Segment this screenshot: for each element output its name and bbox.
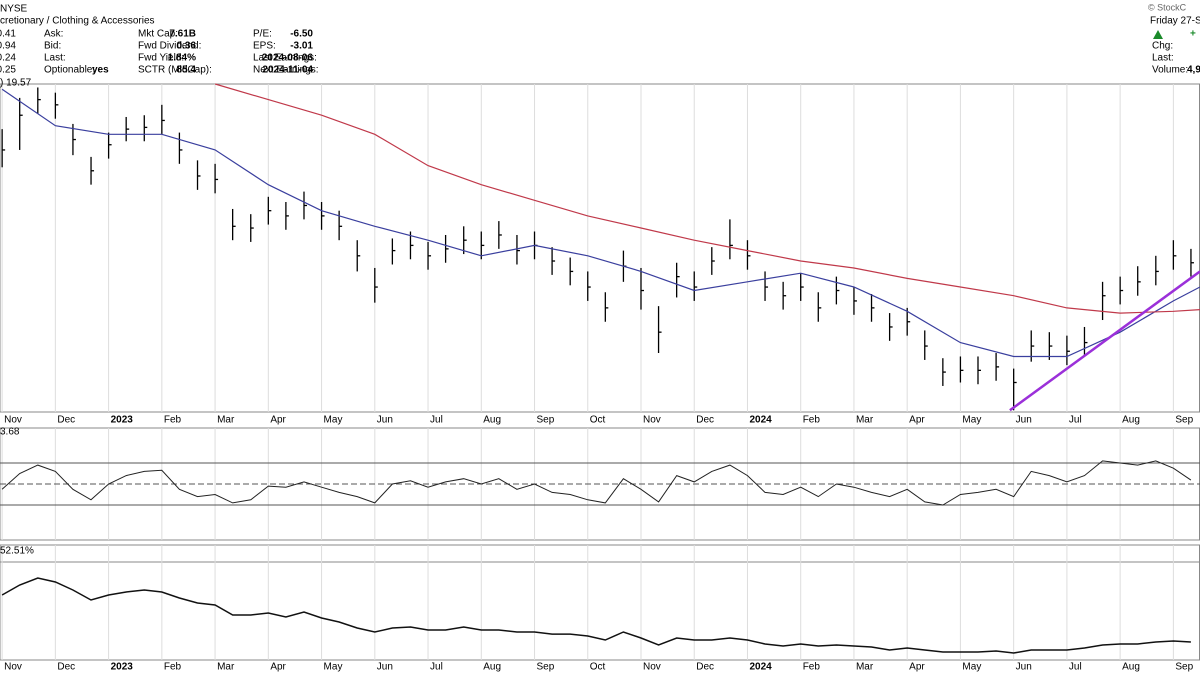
x-tick-label: Oct — [590, 415, 606, 426]
header-field: -6.50 — [290, 29, 313, 40]
x-tick-label: Apr — [909, 662, 925, 673]
x-tick-label: Nov — [643, 662, 661, 673]
header-field: Mkt Cap: — [138, 29, 178, 40]
x-tick-label: 2023 — [111, 415, 134, 426]
last-label: Last: — [1152, 53, 1174, 64]
x-tick-label: Sep — [1175, 415, 1193, 426]
header-field: Fwd Dividend: — [138, 41, 201, 52]
x-tick-label: Mar — [856, 662, 874, 673]
header-field: Bid: — [44, 41, 61, 52]
x-tick-label: Jun — [1016, 662, 1032, 673]
header-field: EPS: — [253, 41, 276, 52]
date: Friday 27-S — [1150, 16, 1200, 27]
x-tick-label: Jul — [1069, 662, 1082, 673]
x-tick-label: Mar — [217, 662, 235, 673]
overlay-line — [214, 83, 1200, 314]
x-tick-label: Feb — [164, 662, 182, 673]
x-tick-label: May — [324, 662, 343, 673]
relative-label: 52.51% — [0, 546, 34, 557]
x-tick-label: 2023 — [111, 662, 134, 673]
x-tick-label: Mar — [217, 415, 235, 426]
up-arrow — [1153, 30, 1163, 39]
x-tick-label: Jul — [430, 662, 443, 673]
chg-label: Chg: — [1152, 41, 1173, 52]
volume-value: 4,9 — [1187, 65, 1200, 76]
x-tick-label: Dec — [57, 662, 75, 673]
header-field: Fwd Yield: — [138, 53, 184, 64]
overlay-line — [1009, 270, 1200, 412]
header-field: Last: — [44, 53, 66, 64]
x-tick-label: 2024 — [749, 415, 772, 426]
header-field: -3.01 — [290, 41, 313, 52]
rsi-line — [1, 460, 1192, 506]
x-tick-label: Jun — [377, 662, 393, 673]
overlay-line — [1, 88, 1200, 358]
x-tick-label: Aug — [483, 415, 501, 426]
header-field: SCTR (MidCap): — [138, 65, 212, 76]
x-tick-label: Oct — [590, 662, 606, 673]
x-tick-label: Dec — [696, 662, 714, 673]
copyright: © StockC — [1148, 2, 1187, 12]
x-tick-label: Nov — [4, 662, 22, 673]
header-field: 0.41 — [0, 29, 16, 40]
header-field: Ask: — [44, 29, 63, 40]
header-field: 85.4 — [177, 65, 197, 76]
x-tick-label: Apr — [270, 415, 286, 426]
x-tick-label: May — [962, 662, 981, 673]
volume-label: Volume: — [1152, 65, 1188, 76]
x-tick-label: Aug — [1122, 662, 1140, 673]
x-tick-label: 2024 — [749, 662, 772, 673]
price-label: ) 19.57 — [0, 78, 32, 89]
header-field: 2024-08-06 — [262, 53, 314, 64]
header-field: yes — [92, 65, 109, 76]
header-field: 2024-11-04 — [262, 65, 313, 76]
x-tick-label: Feb — [803, 415, 821, 426]
relative-line — [1, 577, 1191, 654]
header-field: 0.25 — [0, 65, 16, 76]
x-tick-label: Feb — [164, 415, 182, 426]
sector: cretionary / Clothing & Accessories — [0, 16, 155, 27]
x-tick-label: Jul — [1069, 415, 1082, 426]
x-tick-label: May — [324, 415, 343, 426]
header-field: 1.84% — [168, 53, 196, 64]
header-field: P/E: — [253, 29, 272, 40]
x-tick-label: Aug — [1122, 415, 1140, 426]
header-field: 0.24 — [0, 53, 16, 64]
x-tick-label: Feb — [803, 662, 821, 673]
x-tick-label: Jun — [377, 415, 393, 426]
x-tick-label: Aug — [483, 662, 501, 673]
rsi-label: 3.68 — [0, 427, 20, 438]
exchange: NYSE — [0, 4, 28, 15]
header-field: Optionable: — [44, 65, 95, 76]
x-tick-label: Nov — [4, 415, 22, 426]
x-tick-label: May — [962, 415, 981, 426]
x-tick-label: Sep — [1175, 662, 1193, 673]
x-tick-label: Jun — [1016, 415, 1032, 426]
x-tick-label: Sep — [537, 662, 555, 673]
x-tick-label: Jul — [430, 415, 443, 426]
header-field: 0.94 — [0, 41, 16, 52]
header-field: Last Earnings: — [253, 53, 317, 64]
change-sign: + — [1190, 29, 1196, 40]
x-tick-label: Nov — [643, 415, 661, 426]
header-field: 7.61B — [169, 29, 196, 40]
header-field: 0.36 — [177, 41, 197, 52]
x-tick-label: Dec — [57, 415, 75, 426]
x-tick-label: Dec — [696, 415, 714, 426]
x-tick-label: Mar — [856, 415, 874, 426]
x-tick-label: Apr — [909, 415, 925, 426]
header-field: Next Earnings: — [253, 65, 319, 76]
x-tick-label: Sep — [537, 415, 555, 426]
x-tick-label: Apr — [270, 662, 286, 673]
